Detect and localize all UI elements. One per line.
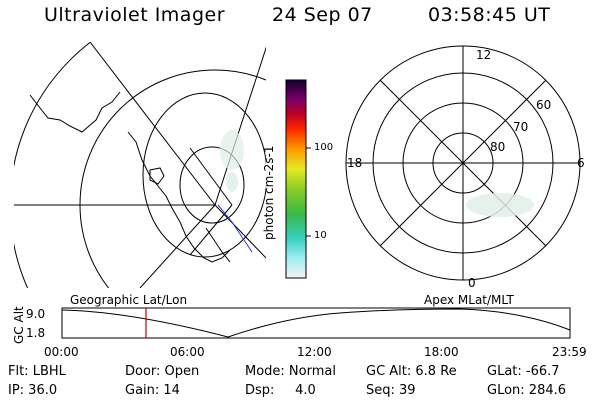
info-gc-alt: GC Alt: 6.8 Re	[366, 364, 457, 379]
time-tick-2359: 23:59	[552, 345, 587, 359]
satellite-track	[217, 204, 253, 253]
mlt-label-6: 6	[577, 156, 585, 170]
lon-line	[214, 46, 266, 206]
imager-footprint	[142, 92, 266, 258]
lon-line	[139, 204, 216, 288]
lat-label-80: 80	[490, 140, 506, 154]
coastline	[29, 91, 121, 133]
altitude-curve	[61, 308, 571, 338]
info-glat: GLat: -66.7	[487, 364, 560, 379]
time-label: 03:58:45 UT	[428, 4, 551, 26]
geographic-panel-label: Geographic Lat/Lon	[70, 293, 188, 307]
instrument-title: Ultraviolet Imager	[44, 4, 226, 26]
date-label: 24 Sep 07	[272, 4, 373, 26]
coastline	[149, 167, 165, 185]
lat-label-70: 70	[513, 120, 529, 134]
info-ip: IP: 36.0	[8, 383, 58, 398]
time-tick-0000: 00:00	[44, 345, 79, 359]
mlt-label-18: 18	[347, 156, 363, 170]
lon-line	[89, 42, 216, 206]
info-seq: Seq: 39	[366, 383, 416, 398]
info-flt: Flt: LBHL	[8, 364, 66, 379]
lat-label-60: 60	[536, 98, 552, 112]
apex-panel-label: Apex MLat/MLT	[424, 293, 514, 307]
coastline	[205, 227, 231, 263]
altitude-tick-low: 1.8	[26, 326, 46, 340]
imager-footprint-inner	[179, 146, 245, 224]
time-tick-0600: 06:00	[170, 345, 205, 359]
mlt-label-12: 12	[476, 48, 492, 62]
info-dsp: Dsp: 4.0	[245, 383, 316, 398]
altitude-tick-high: 9.0	[26, 307, 46, 321]
info-mode: Mode: Normal	[245, 364, 336, 379]
altitude-axis-title: GC Alt	[12, 306, 26, 344]
colorbar-tick-10: 10	[314, 230, 327, 241]
mlt-label-0: 0	[468, 276, 476, 290]
coastline	[127, 131, 231, 263]
time-tick-1200: 12:00	[297, 345, 332, 359]
time-tick-1800: 18:00	[424, 345, 459, 359]
colorbar-tick-100: 100	[314, 142, 334, 153]
info-door: Door: Open	[125, 364, 200, 379]
info-gain: Gain: 14	[125, 383, 180, 398]
info-glon: GLon: 284.6	[487, 383, 567, 398]
